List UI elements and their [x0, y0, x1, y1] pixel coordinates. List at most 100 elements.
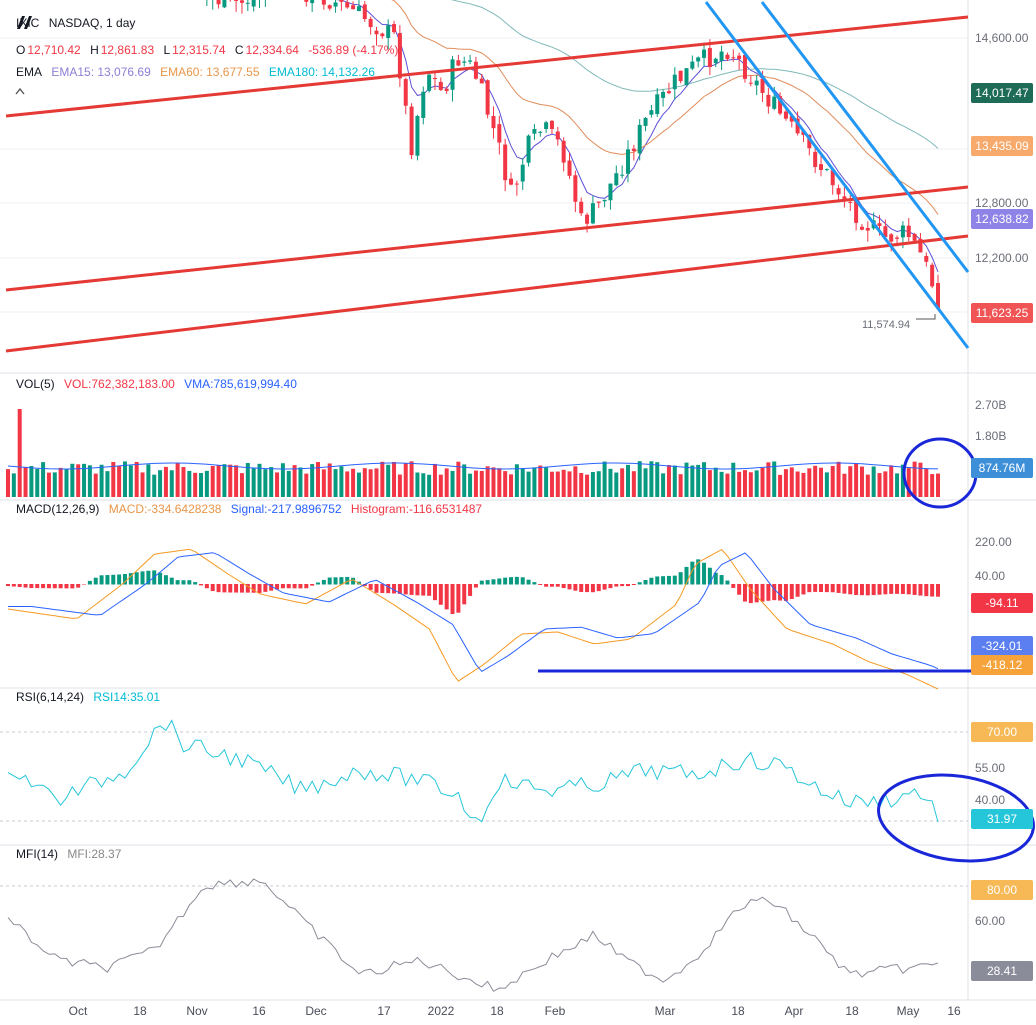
- ema-label[interactable]: EMA: [16, 65, 43, 79]
- candle-body: [696, 57, 701, 62]
- volume-bar: [614, 472, 619, 497]
- macd-histogram-bar: [392, 584, 397, 594]
- candle-body: [497, 124, 502, 143]
- candle-body: [432, 78, 437, 80]
- blue-channel-upper: [760, 1, 970, 273]
- x-label-may: May: [896, 1004, 920, 1018]
- macd-histogram-bar: [520, 577, 525, 585]
- ema180-value: EMA180: 14,132.26: [268, 65, 375, 79]
- candle-body: [579, 201, 584, 214]
- volume-bar: [509, 474, 514, 497]
- volume-bar: [134, 461, 139, 497]
- macd-histogram-bar: [158, 572, 163, 585]
- macd-histogram-bar: [46, 584, 51, 589]
- macd-histogram-bar: [76, 584, 81, 588]
- mfi-label[interactable]: MFI(14): [16, 847, 58, 861]
- volume-bars: [6, 409, 940, 497]
- volume-bar: [684, 462, 689, 497]
- macd-histogram-bar: [649, 577, 654, 585]
- macd-histogram-bar: [637, 582, 642, 585]
- volume-bar: [737, 471, 742, 497]
- symbol[interactable]: IXIC: [16, 16, 40, 30]
- macd-histogram-bar: [631, 584, 636, 586]
- macd-histogram-bar: [936, 584, 940, 597]
- rsi-value-badge: 31.97: [971, 809, 1033, 829]
- volume-bar: [748, 472, 753, 497]
- candle-body: [397, 33, 402, 79]
- macd-histogram-bar: [316, 582, 320, 585]
- volume-bar: [374, 468, 379, 497]
- macd-histogram-bar: [906, 584, 911, 595]
- volume-label[interactable]: VOL(5): [16, 377, 55, 391]
- candle-body: [444, 88, 449, 91]
- volume-bar: [906, 468, 911, 497]
- macd-histogram-bar: [526, 579, 531, 585]
- volume-bar: [239, 473, 244, 497]
- volume-badge: 874.76M: [971, 458, 1033, 478]
- annotations[interactable]: [538, 437, 1036, 870]
- volume-bar: [783, 469, 788, 497]
- macd-histogram-bar: [854, 584, 859, 595]
- macd-histogram-bar: [111, 574, 116, 585]
- nasdaq-logo-icon: [13, 12, 39, 34]
- volume-bar: [877, 473, 882, 497]
- candle-body: [427, 74, 432, 91]
- volume-bar: [152, 474, 157, 497]
- volume-bar: [6, 469, 10, 497]
- macd-histogram-bar: [234, 584, 239, 593]
- macd-histogram-bar: [766, 584, 771, 601]
- macd-histogram-bar: [257, 584, 262, 593]
- trendlines[interactable]: [5, 1, 970, 353]
- ema15-line: [247, 0, 939, 273]
- macd-histogram-bar: [549, 584, 554, 587]
- volume-bar: [269, 467, 274, 497]
- last-price-badge: 11,623.25: [971, 303, 1033, 323]
- candle-body: [239, 0, 244, 3]
- rsi-label[interactable]: RSI(6,14,24): [16, 690, 85, 704]
- volume-bar: [427, 474, 432, 497]
- macd-label[interactable]: MACD(12,26,9): [16, 502, 100, 516]
- candle-body: [415, 116, 420, 156]
- volume-bar: [912, 461, 917, 497]
- volume-bar: [204, 470, 209, 497]
- ema60-price-badge: 13,435.09: [971, 136, 1033, 156]
- macd-histogram-bar: [456, 584, 461, 613]
- volume-bar: [719, 471, 724, 497]
- macd-histogram-bar: [70, 584, 75, 589]
- macd-histogram-bar: [105, 575, 110, 585]
- macd-histogram-bar: [29, 584, 34, 589]
- volume-bar: [936, 473, 940, 497]
- collapse-chevron-icon[interactable]: [14, 86, 26, 96]
- candle-body: [643, 117, 648, 126]
- volume-bar: [702, 462, 707, 497]
- volume-bar: [111, 461, 116, 497]
- macd-histogram-bar: [175, 580, 180, 585]
- candle-body: [544, 122, 549, 129]
- rsi-tick-40: 40.00: [975, 793, 1006, 807]
- candle-body: [567, 160, 572, 176]
- candle-body: [848, 201, 853, 203]
- volume-bar: [824, 472, 829, 497]
- price-tick-12200: 12,200.00: [975, 251, 1029, 265]
- macd-histogram-bar: [684, 566, 689, 585]
- candle-body: [555, 131, 560, 140]
- candle-body: [842, 196, 847, 199]
- candle-body: [789, 116, 794, 122]
- macd-histogram-bar: [819, 584, 824, 593]
- macd-histogram-bar: [930, 584, 935, 597]
- candle-body: [824, 169, 829, 171]
- volume-bar: [889, 465, 894, 497]
- volume-tick-2-70b: 2.70B: [975, 398, 1007, 412]
- volume-bar: [848, 466, 853, 497]
- volume-bar: [245, 463, 250, 497]
- volume-bar: [836, 461, 841, 497]
- volume-bar: [555, 471, 560, 497]
- ema-lines: [247, 0, 939, 273]
- volume-bar: [158, 470, 163, 497]
- macd-histogram-bar: [824, 584, 829, 593]
- ema-row: EMA EMA15: 13,076.69 EMA60: 13,677.55 EM…: [16, 65, 381, 79]
- rsi-line: [7, 719, 939, 823]
- candle-body: [491, 116, 496, 129]
- candle-body: [310, 0, 315, 4]
